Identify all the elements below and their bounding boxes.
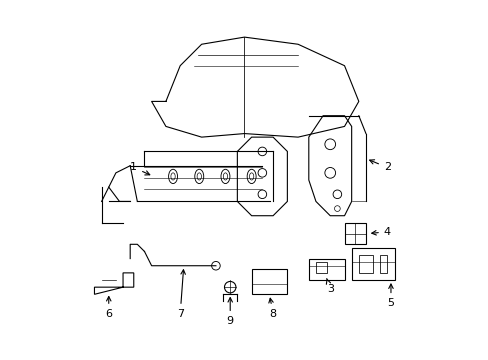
Text: 6: 6 [105,297,112,319]
Bar [251,269,287,294]
Text: 2: 2 [369,160,390,172]
Bar [358,255,372,273]
Text: 9: 9 [226,298,233,326]
Text: 4: 4 [371,227,390,237]
Text: 8: 8 [268,298,276,319]
Text: 3: 3 [325,279,333,294]
Text: 7: 7 [176,270,185,319]
Text: 5: 5 [386,284,394,308]
Bar [308,258,344,280]
Bar [315,262,326,273]
Bar [380,255,386,273]
Bar [351,248,394,280]
Text: 1: 1 [130,162,149,175]
